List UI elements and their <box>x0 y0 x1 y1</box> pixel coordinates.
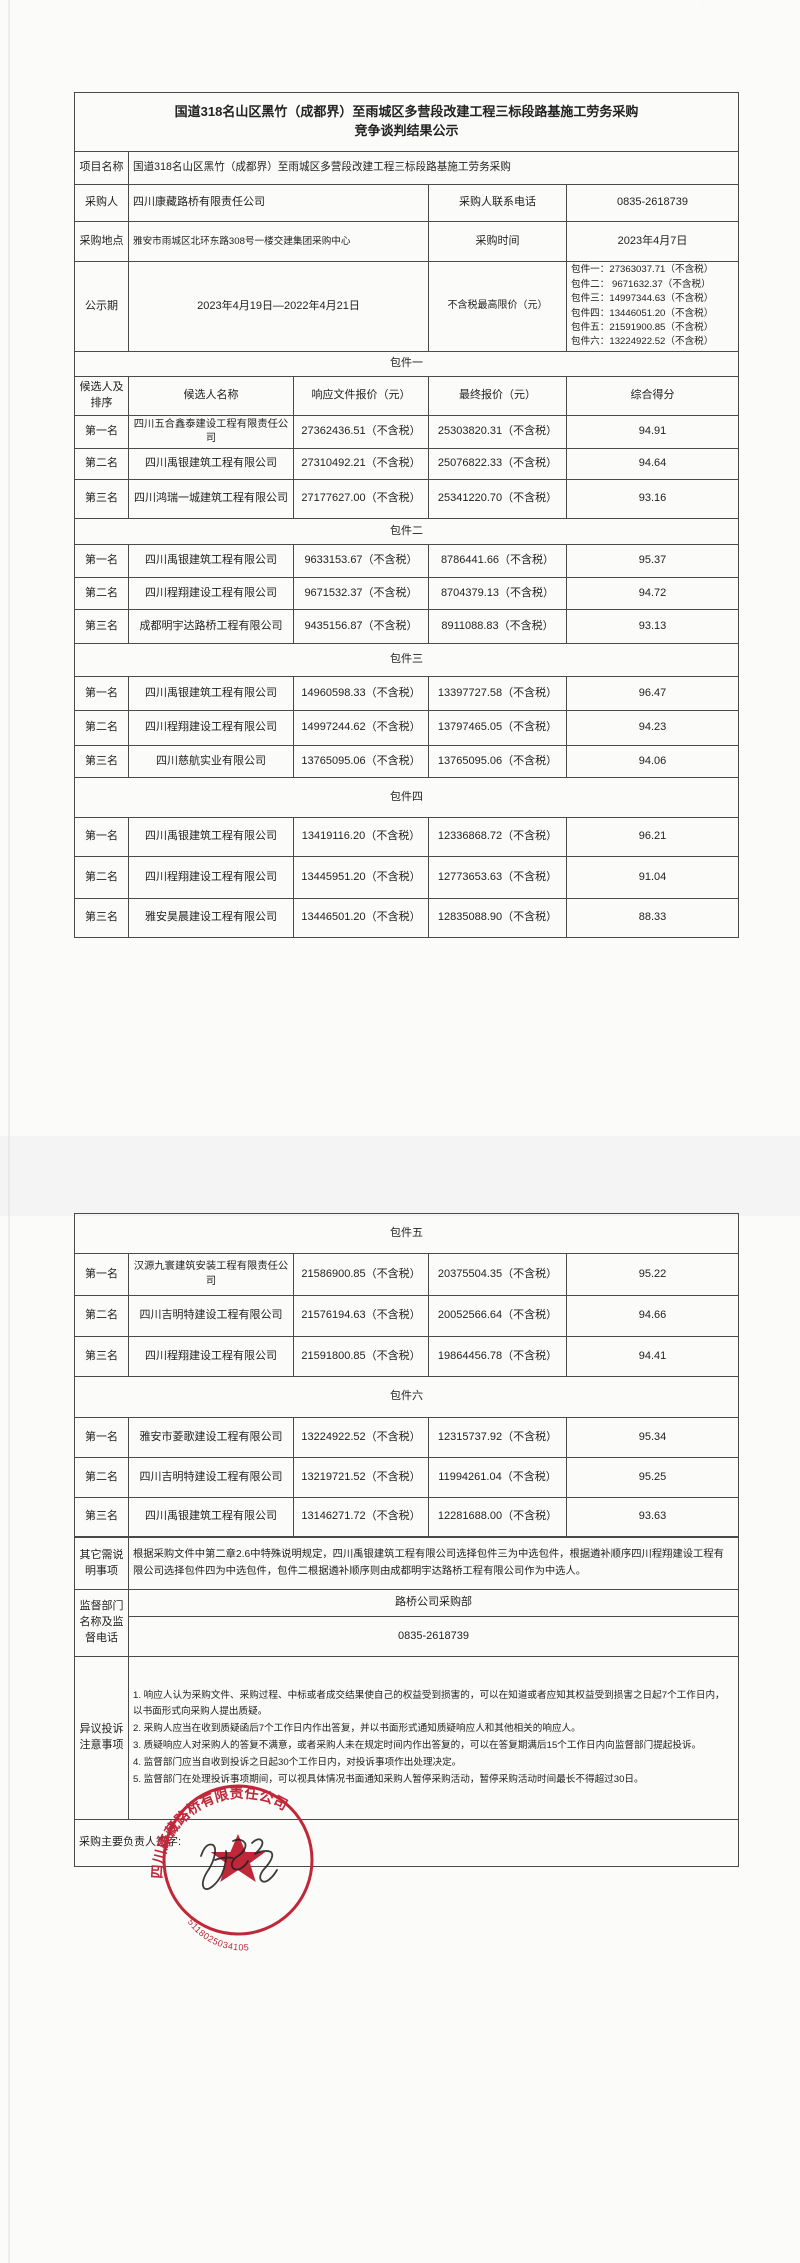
svg-text:四川康藏路桥有限责任公司: 四川康藏路桥有限责任公司 <box>149 1785 291 1879</box>
